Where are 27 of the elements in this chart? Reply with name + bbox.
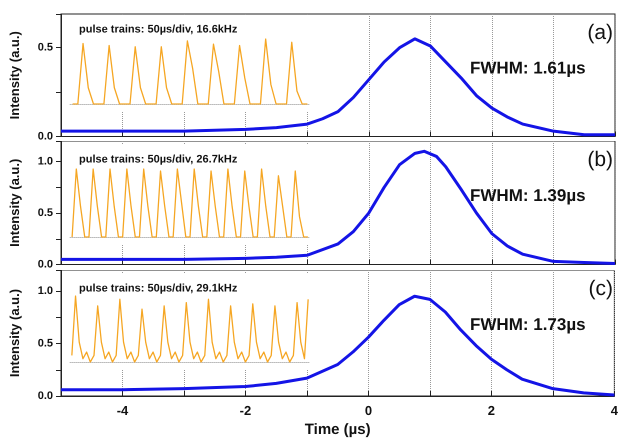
y-tick-label: 1.0: [38, 285, 53, 297]
annotation: FWHM: 1.73µs: [470, 315, 586, 334]
x-tick-label: 4: [610, 403, 619, 418]
line-series: [60, 150, 616, 265]
y-tick-label: 0.0: [38, 258, 53, 270]
annotation: FWHM: 1.39µs: [470, 186, 586, 206]
x-tick-label: -2: [240, 403, 252, 418]
x-axis-title: Time (µs): [304, 421, 371, 438]
chart-title: pulse trains: 50µs/div, 26.7kHz: [79, 154, 238, 166]
y-tick-label: 0.5: [38, 42, 53, 54]
y-tick-label: 0.0: [38, 130, 53, 142]
y-tick-label: 1.0: [38, 156, 53, 168]
y-axis-title: Intensity (a.u.): [7, 288, 22, 378]
annotation: FWHM: 1.61µs: [470, 58, 586, 78]
y-axis-title: Intensity (a.u.): [7, 31, 22, 120]
chart-title: pulse trains: 50µs/div, 29.1kHz: [79, 282, 238, 294]
chart-title: pulse trains: 50µs/div, 16.6kHz: [79, 24, 238, 36]
annotation: (a): [587, 21, 614, 44]
x-tick-label: 0: [364, 403, 372, 418]
y-axis-title: Intensity (a.u.): [7, 158, 22, 247]
y-tick-label: 0.0: [38, 390, 53, 402]
annotation: (b): [587, 148, 614, 171]
annotation: (c): [588, 277, 614, 300]
x-tick-label: -4: [116, 403, 130, 418]
y-tick-label: 0.5: [38, 338, 53, 350]
x-tick-label: 2: [488, 403, 496, 418]
y-tick-label: 0.5: [38, 207, 53, 220]
